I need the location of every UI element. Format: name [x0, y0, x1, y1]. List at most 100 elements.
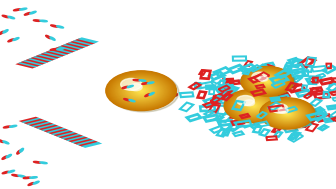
- Circle shape: [119, 78, 163, 103]
- Ellipse shape: [3, 126, 10, 128]
- Circle shape: [130, 85, 152, 97]
- Circle shape: [261, 99, 313, 128]
- Ellipse shape: [30, 177, 37, 178]
- Polygon shape: [57, 45, 79, 51]
- Circle shape: [106, 71, 176, 111]
- Ellipse shape: [46, 35, 51, 39]
- Circle shape: [262, 79, 272, 84]
- Ellipse shape: [129, 100, 135, 102]
- Circle shape: [121, 78, 142, 90]
- Polygon shape: [21, 118, 43, 124]
- Circle shape: [110, 73, 173, 108]
- Circle shape: [262, 99, 317, 130]
- Ellipse shape: [57, 26, 64, 28]
- Polygon shape: [73, 139, 95, 145]
- Polygon shape: [46, 128, 68, 134]
- Circle shape: [244, 100, 263, 111]
- Circle shape: [277, 108, 298, 119]
- Circle shape: [275, 106, 300, 120]
- Polygon shape: [61, 134, 82, 140]
- Circle shape: [285, 112, 290, 115]
- Circle shape: [226, 91, 281, 121]
- Circle shape: [247, 70, 287, 93]
- Polygon shape: [63, 135, 85, 141]
- Circle shape: [129, 84, 154, 98]
- Circle shape: [256, 75, 278, 88]
- Circle shape: [129, 84, 142, 91]
- Circle shape: [234, 95, 274, 117]
- Polygon shape: [29, 121, 50, 127]
- Circle shape: [254, 74, 280, 89]
- Circle shape: [247, 70, 287, 92]
- Circle shape: [264, 80, 270, 83]
- Circle shape: [237, 96, 271, 115]
- Circle shape: [287, 113, 288, 114]
- Circle shape: [264, 100, 311, 127]
- Circle shape: [233, 94, 275, 118]
- Circle shape: [127, 83, 155, 99]
- Polygon shape: [77, 37, 99, 43]
- Ellipse shape: [17, 150, 21, 154]
- Circle shape: [109, 72, 174, 109]
- Circle shape: [267, 102, 307, 125]
- Ellipse shape: [145, 94, 150, 97]
- Polygon shape: [41, 126, 62, 132]
- Circle shape: [270, 104, 304, 123]
- Polygon shape: [43, 127, 65, 133]
- Ellipse shape: [13, 9, 20, 11]
- Circle shape: [255, 74, 280, 88]
- Circle shape: [124, 81, 158, 100]
- Circle shape: [111, 74, 171, 108]
- Circle shape: [241, 67, 293, 96]
- Polygon shape: [52, 47, 74, 53]
- Circle shape: [280, 110, 294, 117]
- Ellipse shape: [23, 177, 31, 179]
- Circle shape: [266, 102, 308, 125]
- Polygon shape: [40, 52, 62, 58]
- Circle shape: [246, 101, 262, 110]
- Ellipse shape: [40, 162, 47, 164]
- Circle shape: [283, 111, 292, 116]
- Circle shape: [244, 68, 290, 94]
- Ellipse shape: [8, 170, 14, 173]
- Polygon shape: [20, 60, 42, 67]
- Circle shape: [260, 98, 314, 129]
- Circle shape: [283, 111, 291, 116]
- Circle shape: [112, 74, 170, 107]
- Circle shape: [248, 70, 286, 92]
- Ellipse shape: [148, 82, 154, 84]
- Circle shape: [278, 108, 296, 119]
- Ellipse shape: [33, 181, 39, 184]
- Circle shape: [121, 79, 161, 102]
- Circle shape: [238, 97, 270, 115]
- Ellipse shape: [0, 140, 4, 143]
- Circle shape: [251, 72, 283, 90]
- Circle shape: [264, 101, 310, 126]
- Circle shape: [253, 105, 254, 106]
- Circle shape: [123, 80, 160, 101]
- Polygon shape: [50, 48, 72, 54]
- Polygon shape: [68, 41, 89, 47]
- Circle shape: [131, 85, 151, 96]
- Circle shape: [263, 79, 271, 84]
- Ellipse shape: [2, 171, 9, 174]
- Circle shape: [246, 102, 261, 110]
- Circle shape: [257, 75, 278, 87]
- Polygon shape: [68, 137, 90, 143]
- Polygon shape: [23, 60, 44, 65]
- Circle shape: [244, 100, 255, 106]
- Polygon shape: [24, 119, 45, 125]
- Circle shape: [273, 105, 302, 122]
- Circle shape: [128, 83, 154, 98]
- Circle shape: [249, 71, 286, 92]
- Ellipse shape: [50, 49, 57, 50]
- Circle shape: [271, 105, 303, 122]
- Circle shape: [224, 89, 283, 122]
- Ellipse shape: [139, 80, 146, 81]
- Circle shape: [243, 68, 291, 95]
- Circle shape: [265, 80, 269, 82]
- Ellipse shape: [13, 38, 19, 40]
- Polygon shape: [71, 138, 92, 144]
- Circle shape: [251, 72, 284, 91]
- Circle shape: [271, 104, 288, 113]
